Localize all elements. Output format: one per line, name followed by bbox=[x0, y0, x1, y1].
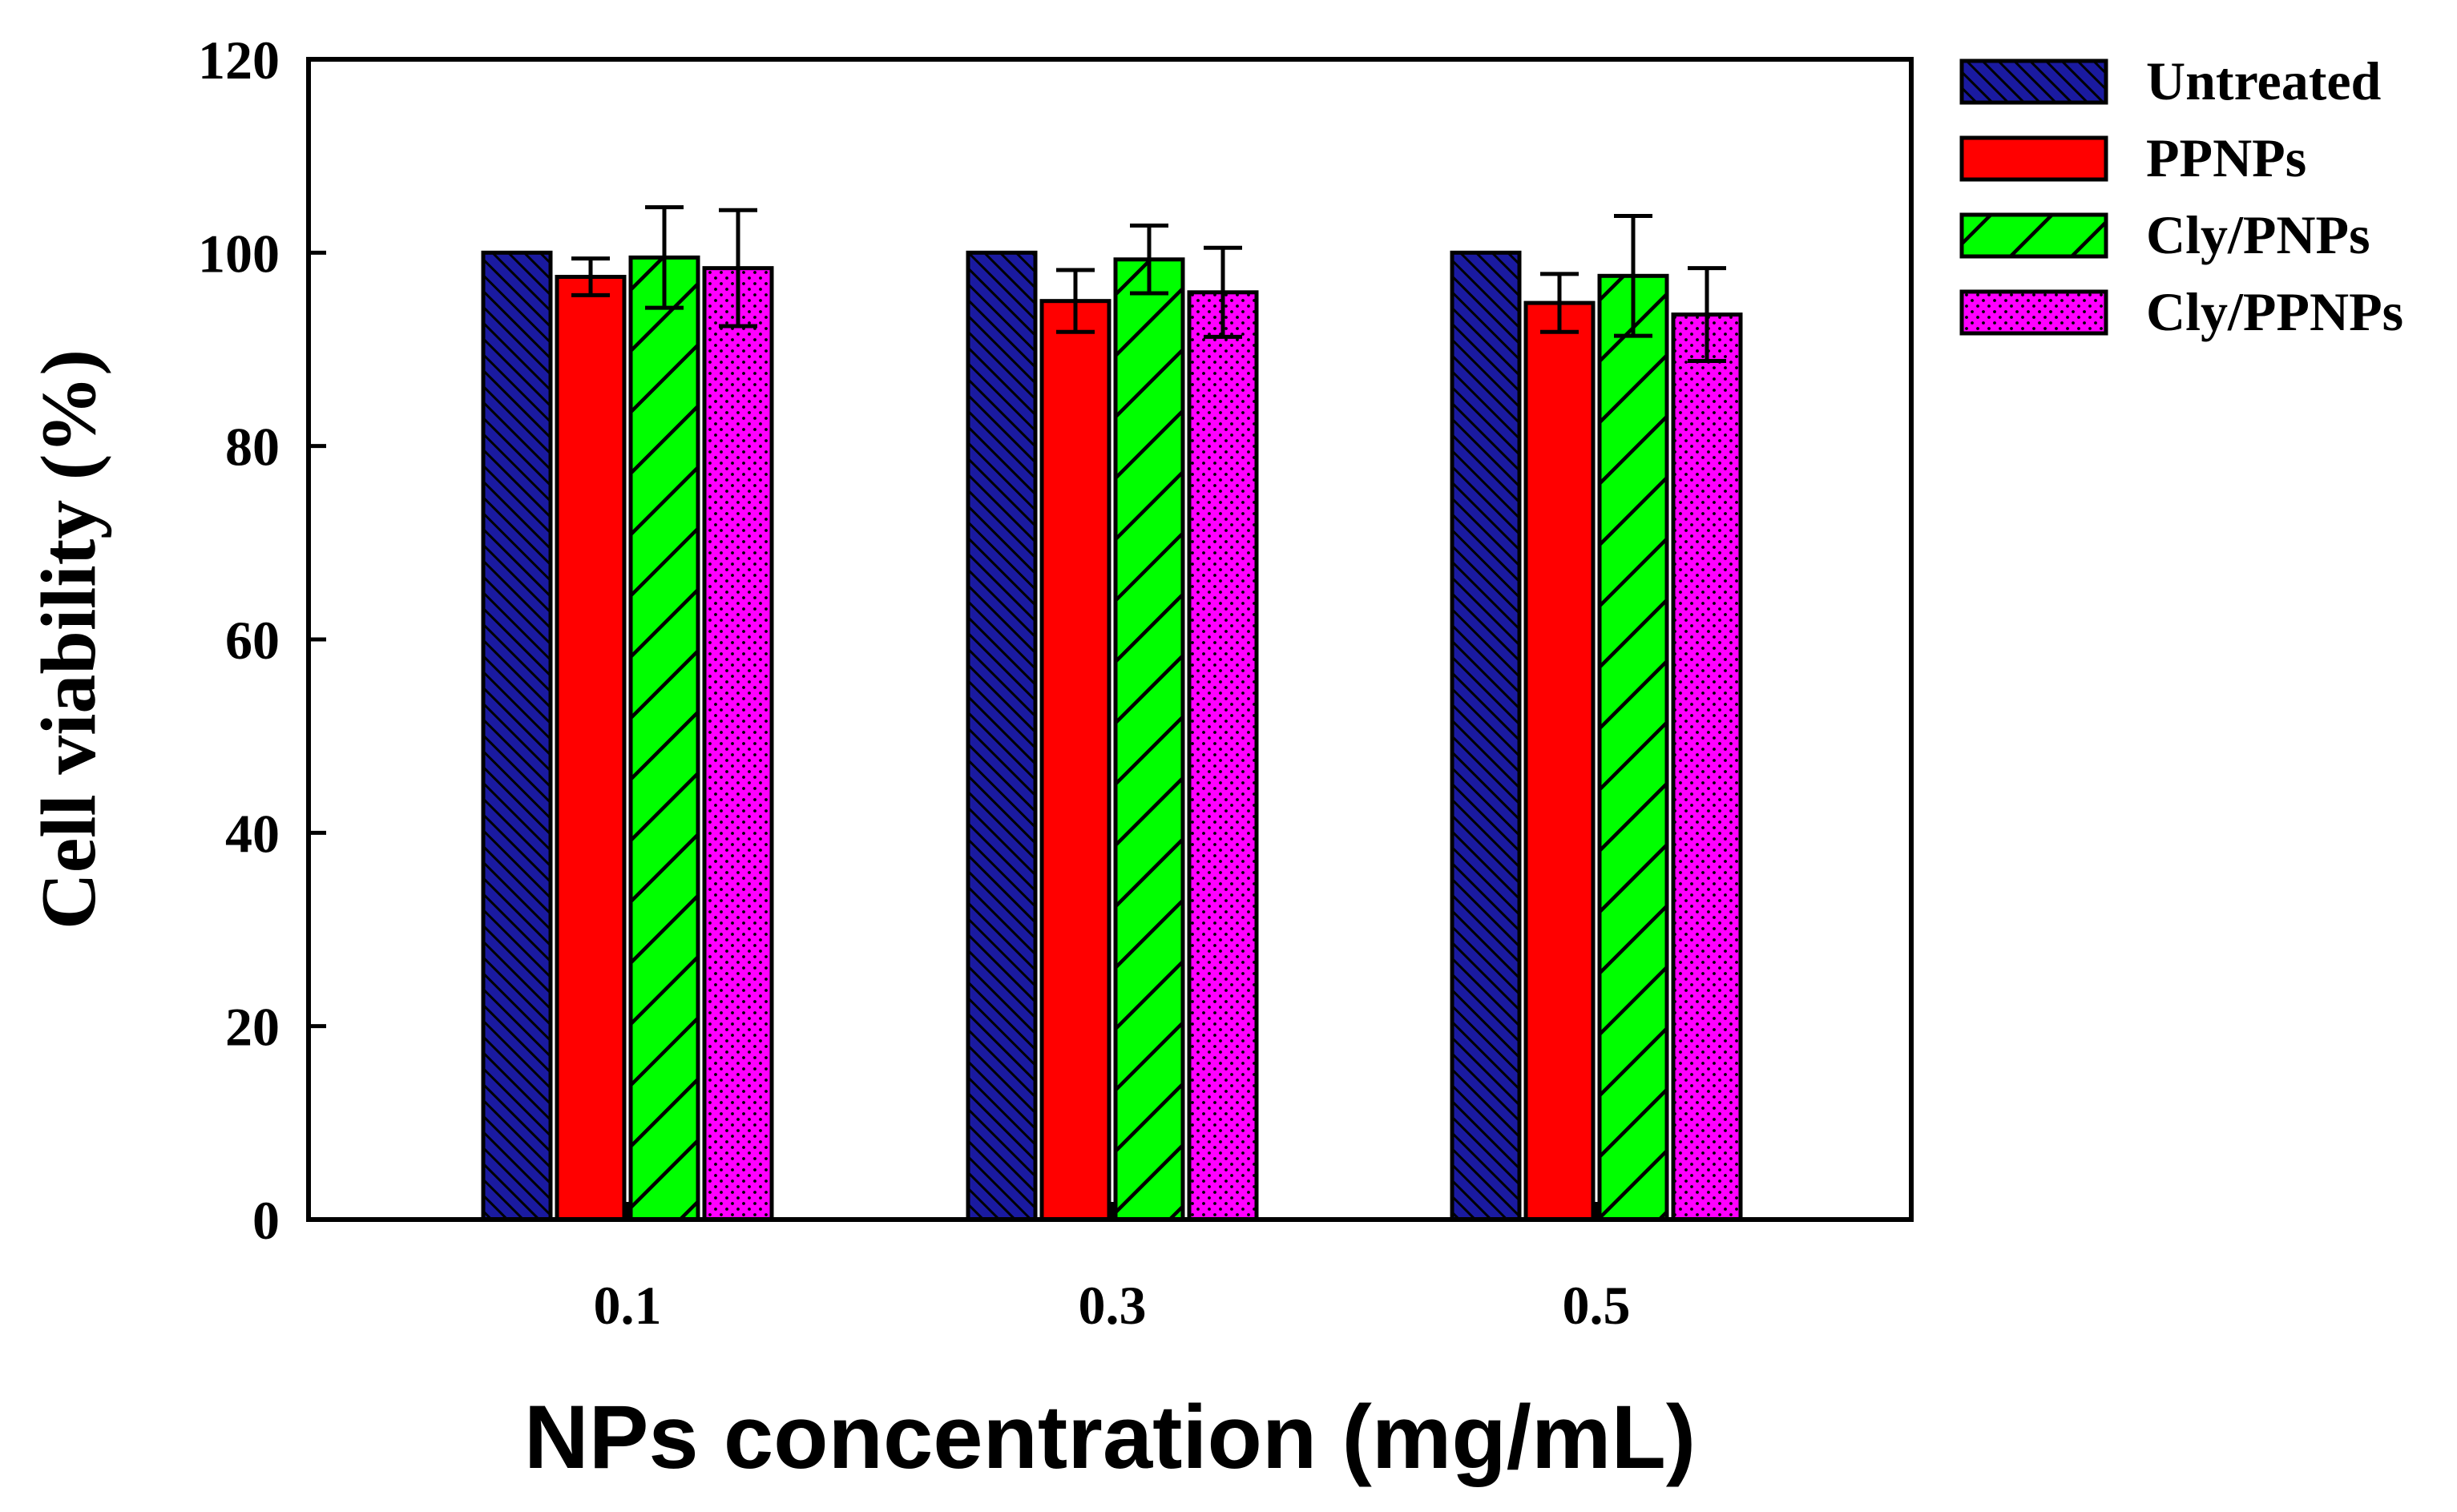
legend-item-cly-pnps: Cly/PNPs bbox=[1959, 204, 2370, 265]
bar-cly-ppnps-0-5 bbox=[1671, 312, 1743, 1222]
y-tick-label-80: 80 bbox=[225, 417, 280, 478]
legend-label-cly-ppnps: Cly/PPNPs bbox=[2146, 281, 2403, 342]
legend-swatch-cly-pnps bbox=[1959, 212, 2108, 259]
error-bar-ppnps-0-3 bbox=[1056, 268, 1095, 334]
y-tick-label-100: 100 bbox=[198, 223, 280, 284]
x-axis-label: NPs concentration (mg/mL) bbox=[524, 1387, 1696, 1487]
y-tick-label-0: 0 bbox=[252, 1190, 280, 1251]
legend-swatch-ppnps bbox=[1959, 135, 2108, 182]
legend-swatch-untreated bbox=[1959, 58, 2108, 105]
error-bars-layer bbox=[571, 205, 1726, 363]
error-bar-ppnps-0-5 bbox=[1540, 272, 1579, 334]
legend-item-untreated: Untreated bbox=[1959, 50, 2382, 111]
error-bar-cly-ppnps-0-5 bbox=[1688, 266, 1726, 363]
bar-cly-pnps-0-1 bbox=[628, 255, 700, 1222]
y-axis: 0 20 40 60 80 100 120 bbox=[198, 30, 326, 1251]
legend: Untreated PPNPs Cly/PNPs Cly/PPNPs bbox=[1959, 50, 2403, 342]
bar-untreated-0-5 bbox=[1450, 250, 1522, 1222]
bar-untreated-0-1 bbox=[481, 250, 553, 1222]
bar-cly-pnps-0-5 bbox=[1597, 273, 1669, 1222]
y-tick-label-60: 60 bbox=[225, 610, 280, 671]
legend-item-cly-ppnps: Cly/PPNPs bbox=[1959, 281, 2403, 342]
y-tick-label-20: 20 bbox=[225, 997, 280, 1058]
bars-layer bbox=[481, 250, 1743, 1222]
legend-label-ppnps: PPNPs bbox=[2146, 127, 2306, 188]
x-tick-label-0-1: 0.1 bbox=[594, 1275, 662, 1336]
x-axis: 0.1 0.3 0.5 bbox=[594, 1202, 1631, 1336]
error-bar-cly-ppnps-0-1 bbox=[719, 208, 757, 329]
bar-cly-ppnps-0-1 bbox=[702, 266, 774, 1222]
error-bar-cly-pnps-0-5 bbox=[1614, 213, 1652, 338]
error-bar-cly-ppnps-0-3 bbox=[1204, 245, 1242, 339]
y-tick-label-40: 40 bbox=[225, 803, 280, 864]
bar-ppnps-0-5 bbox=[1523, 300, 1596, 1222]
bar-untreated-0-3 bbox=[966, 250, 1038, 1222]
bar-ppnps-0-3 bbox=[1039, 299, 1112, 1222]
y-axis-label: Cell viability (%) bbox=[26, 349, 112, 929]
error-bar-cly-pnps-0-1 bbox=[645, 205, 684, 310]
bar-cly-pnps-0-3 bbox=[1113, 257, 1185, 1222]
legend-label-untreated: Untreated bbox=[2146, 50, 2382, 111]
error-bar-cly-pnps-0-3 bbox=[1130, 224, 1168, 296]
error-bar-ppnps-0-1 bbox=[571, 256, 610, 297]
x-tick-label-0-5: 0.5 bbox=[1563, 1275, 1631, 1336]
legend-item-ppnps: PPNPs bbox=[1959, 127, 2306, 188]
legend-swatch-cly-ppnps bbox=[1959, 289, 2108, 336]
x-tick-label-0-3: 0.3 bbox=[1079, 1275, 1147, 1336]
legend-label-cly-pnps: Cly/PNPs bbox=[2146, 204, 2370, 265]
bar-cly-ppnps-0-3 bbox=[1187, 290, 1259, 1222]
y-tick-label-120: 120 bbox=[198, 30, 280, 91]
bar-ppnps-0-1 bbox=[555, 275, 627, 1222]
